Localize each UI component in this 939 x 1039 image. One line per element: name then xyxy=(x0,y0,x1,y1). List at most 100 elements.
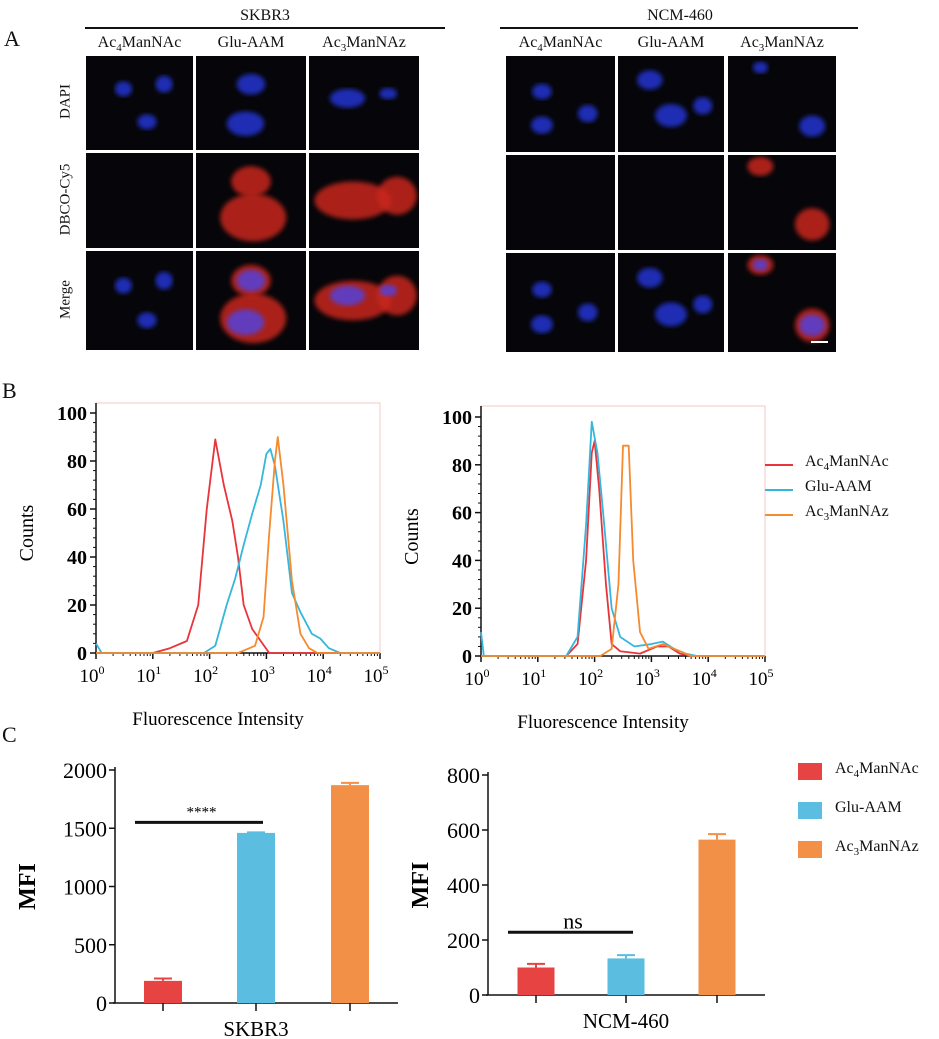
nucleus xyxy=(379,87,397,100)
column-label: Glu-AAM xyxy=(217,34,285,51)
y-tick-label: 100 xyxy=(57,403,87,425)
column-label: Ac3ManNAz xyxy=(740,34,824,55)
y-tick-label: 0 xyxy=(96,991,107,1016)
micrograph xyxy=(309,153,419,248)
legend-square-swatch xyxy=(798,802,822,819)
cell-membrane-signal xyxy=(314,181,392,220)
micrograph xyxy=(86,251,193,350)
micrograph xyxy=(618,253,724,352)
micrograph xyxy=(309,251,419,350)
legend-line-swatch xyxy=(765,514,793,516)
nucleus xyxy=(799,314,826,337)
bar-ac3mannaz xyxy=(698,839,736,995)
group-title-ncm460: NCM-460 xyxy=(647,7,713,24)
panel-label-a: A xyxy=(4,26,20,51)
micrograph xyxy=(309,56,419,150)
bar-ac4mannac xyxy=(144,980,182,1003)
y-axis-title: Counts xyxy=(401,508,423,565)
panel-label-b: B xyxy=(2,378,17,403)
y-axis-title: Counts xyxy=(16,504,38,561)
legend-label: Ac3ManNAz xyxy=(835,838,919,859)
nucleus xyxy=(379,284,397,297)
nucleus xyxy=(532,83,552,100)
micrograph xyxy=(728,253,836,352)
nucleus xyxy=(114,277,133,294)
micrograph xyxy=(506,56,615,152)
legend-label: Glu-AAM xyxy=(835,799,902,816)
legend-line-swatch xyxy=(765,464,793,466)
group-divider xyxy=(500,27,858,29)
column-label: Glu-AAM xyxy=(637,34,705,51)
micrograph xyxy=(618,155,724,250)
nucleus xyxy=(155,271,173,290)
y-tick-label: 40 xyxy=(452,550,472,572)
nucleus xyxy=(226,111,265,136)
cell-membrane-signal xyxy=(377,176,417,215)
nucleus xyxy=(637,70,663,90)
nucleus xyxy=(137,114,157,130)
column-label: Ac4ManNAc xyxy=(518,34,603,55)
bar-glu-aam xyxy=(607,958,645,995)
nucleus xyxy=(329,285,366,306)
column-label: Ac3ManNAz xyxy=(322,34,406,55)
y-tick-label: 0 xyxy=(77,643,87,665)
group-divider xyxy=(85,27,445,29)
y-tick-label: 60 xyxy=(67,499,87,521)
y-tick-label: 0 xyxy=(469,983,480,1008)
cell-membrane-signal xyxy=(794,208,830,241)
bar-ac3mannaz xyxy=(331,785,369,1003)
y-tick-label: 200 xyxy=(447,928,480,953)
series-line-ac4mannac xyxy=(481,439,765,657)
nucleus xyxy=(693,97,713,115)
y-axis-title: MFI xyxy=(15,863,41,910)
nucleus xyxy=(577,104,598,123)
series-line-ac3mannaz xyxy=(96,436,380,654)
y-tick-label: 80 xyxy=(67,451,87,473)
nucleus xyxy=(155,75,173,93)
y-tick-label: 400 xyxy=(447,873,480,898)
nucleus xyxy=(693,295,713,314)
cell-membrane-signal xyxy=(220,193,287,242)
nucleus xyxy=(637,267,663,288)
nucleus xyxy=(236,269,266,292)
x-tick-label: 104 xyxy=(307,663,332,687)
x-axis-title: Fluorescence Intensity xyxy=(517,712,689,733)
nucleus xyxy=(752,61,768,74)
micrograph xyxy=(196,153,306,248)
micrograph xyxy=(86,56,193,150)
group-title-skbr3: SKBR3 xyxy=(240,7,290,24)
x-axis-title: SKBR3 xyxy=(223,1017,288,1039)
nucleus xyxy=(577,303,598,322)
column-label: Ac4ManNAc xyxy=(97,34,182,55)
y-tick-label: 40 xyxy=(67,547,87,569)
y-tick-label: 1000 xyxy=(63,875,107,900)
legend-label: Ac4ManNAc xyxy=(805,453,889,474)
x-axis-title: NCM-460 xyxy=(583,1009,669,1033)
nucleus xyxy=(655,302,687,327)
legend-label: Glu-AAM xyxy=(805,478,872,495)
legend-line-swatch xyxy=(765,489,793,491)
significance-label: **** xyxy=(187,804,217,820)
y-tick-label: 100 xyxy=(442,407,472,429)
series-line-ac3mannaz xyxy=(481,444,765,657)
bar-ac4mannac xyxy=(517,967,555,995)
nucleus xyxy=(236,73,266,95)
micrograph xyxy=(618,56,724,152)
nucleus xyxy=(655,104,687,128)
nucleus xyxy=(752,258,768,271)
y-tick-label: 600 xyxy=(447,818,480,843)
bar-glu-aam xyxy=(237,832,275,1003)
nucleus xyxy=(531,315,553,334)
nucleus xyxy=(799,115,826,137)
nucleus xyxy=(329,88,366,108)
micrograph xyxy=(196,56,306,150)
x-axis-title: Fluorescence Intensity xyxy=(132,709,304,730)
y-tick-label: 1500 xyxy=(63,816,107,841)
micrograph xyxy=(86,153,193,248)
y-axis-title: MFI xyxy=(408,862,434,909)
cell-membrane-signal xyxy=(747,156,774,176)
